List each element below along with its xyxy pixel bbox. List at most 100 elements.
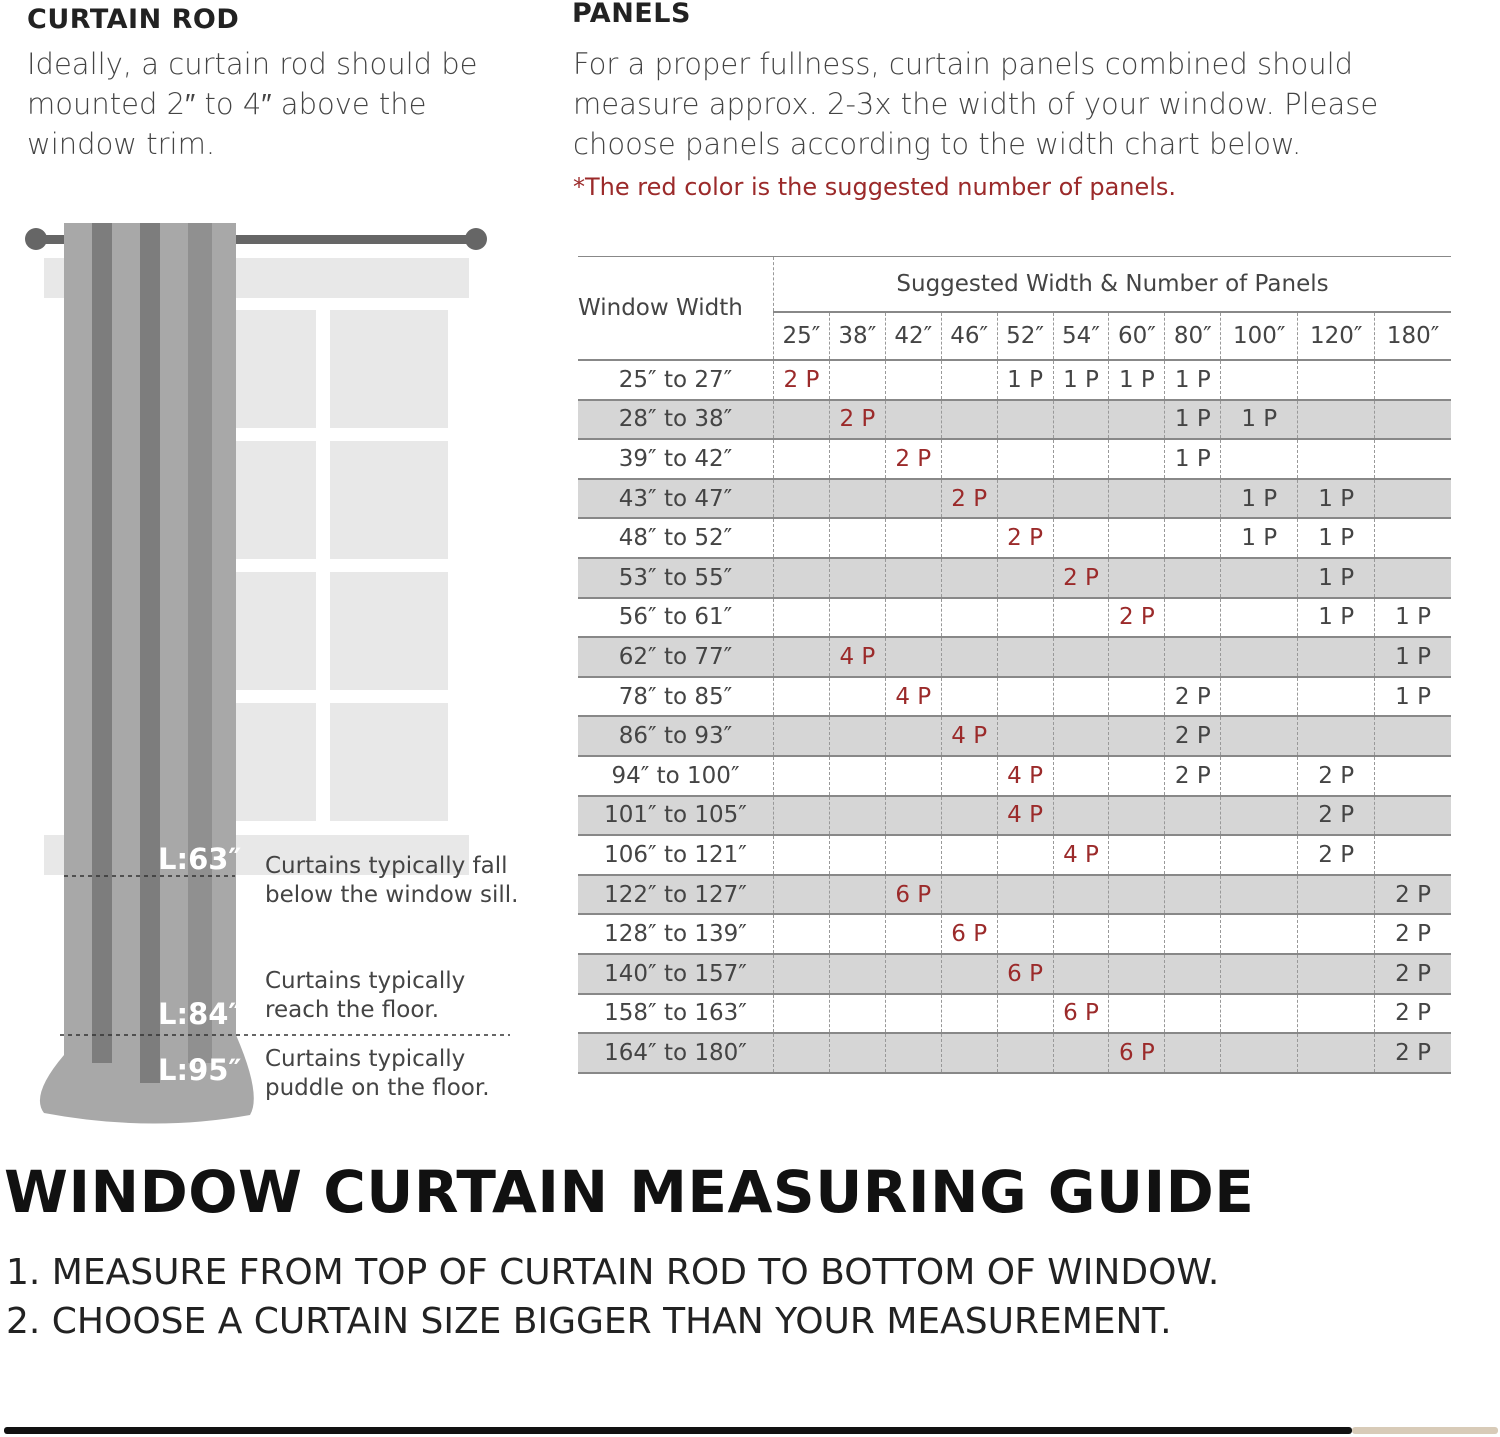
- window-width-header: Window Width: [578, 256, 774, 361]
- panel-cell: [1297, 360, 1375, 401]
- panel-cell: [828, 874, 886, 916]
- panel-cell: [996, 676, 1054, 718]
- panel-cell: [884, 399, 942, 441]
- panel-cell: [773, 637, 830, 678]
- panel-cell: [884, 557, 942, 599]
- panel-cell: 2 P: [1164, 676, 1221, 718]
- panel-cell: [1297, 716, 1375, 757]
- panel-cell: [773, 399, 830, 441]
- panel-cell: [828, 953, 886, 995]
- table-row: 164″ to 180″ 6 P 2 P: [578, 1033, 1451, 1074]
- suggested-panel-cell: 2 P: [773, 360, 830, 401]
- panel-cell: [1297, 993, 1375, 1035]
- panel-cell: [828, 755, 886, 797]
- panel-cell: [1108, 795, 1165, 837]
- suggested-panel-cell: 4 P: [884, 676, 942, 718]
- panel-cell: [940, 518, 998, 559]
- panel-cell: [1164, 874, 1221, 916]
- panel-cell: [1164, 835, 1221, 876]
- panel-cell: [1164, 795, 1221, 837]
- panel-cell: [1052, 1033, 1109, 1074]
- panels-note: *The red color is the suggested number o…: [573, 173, 1177, 201]
- panel-cell: 1 P: [1220, 518, 1298, 559]
- suggested-panel-cell: 2 P: [940, 478, 998, 520]
- window-width-cell: 164″ to 180″: [578, 1033, 774, 1074]
- panel-cell: [1220, 1033, 1298, 1074]
- panel-cell: [996, 716, 1054, 757]
- panel-cell: [1164, 953, 1221, 995]
- table-row: 122″ to 127″ 6 P 2 P: [578, 874, 1451, 916]
- length-label-95: L:95″: [158, 1053, 242, 1087]
- panel-cell: [1108, 874, 1165, 916]
- panel-cell: [1220, 557, 1298, 599]
- panel-cell: [828, 360, 886, 401]
- column-header: 46″: [940, 311, 998, 361]
- panel-cell: [940, 637, 998, 678]
- panel-cell: [1297, 953, 1375, 995]
- length-caption-63: Curtains typically fall below the window…: [265, 853, 519, 908]
- panel-cell: [1220, 835, 1298, 876]
- table-row: 101″ to 105″ 4 P 2 P: [578, 795, 1451, 837]
- panel-cell: [1052, 637, 1109, 678]
- panel-cell: [1052, 716, 1109, 757]
- panel-cell: [1374, 360, 1451, 401]
- length-label-84: L:84″: [158, 997, 242, 1031]
- panel-cell: 1 P: [1297, 478, 1375, 520]
- suggested-panel-cell: 2 P: [1052, 557, 1109, 599]
- panel-cell: 2 P: [1374, 874, 1451, 916]
- panel-cell: [1108, 637, 1165, 678]
- length-caption-84: Curtains typically reach the floor.: [265, 968, 466, 1023]
- panel-cell: [884, 360, 942, 401]
- panel-cell: [1374, 557, 1451, 599]
- window-width-cell: 106″ to 121″: [578, 835, 774, 876]
- column-header: 38″: [828, 311, 886, 361]
- panel-cell: 2 P: [1164, 755, 1221, 797]
- panel-width-table: Window Width Suggested Width & Number of…: [578, 256, 1451, 1074]
- panel-cell: 1 P: [1164, 399, 1221, 441]
- panel-cell: [1220, 914, 1298, 955]
- table-row: 106″ to 121″ 4 P 2 P: [578, 835, 1451, 876]
- panel-cell: [884, 637, 942, 678]
- guide-title: WINDOW CURTAIN MEASURING GUIDE: [4, 1158, 1255, 1226]
- panel-cell: [996, 439, 1054, 480]
- panel-cell: [1108, 914, 1165, 955]
- panel-cell: [773, 557, 830, 599]
- panel-cell: [1108, 716, 1165, 757]
- panel-cell: 2 P: [1297, 795, 1375, 837]
- window-width-cell: 28″ to 38″: [578, 399, 774, 441]
- panel-cell: [884, 597, 942, 639]
- table-row: 39″ to 42″ 2 P 1 P: [578, 439, 1451, 480]
- panel-cell: [828, 439, 886, 480]
- panel-cell: [1052, 399, 1109, 441]
- table-row: 62″ to 77″ 4 P 1 P: [578, 637, 1451, 678]
- suggested-panel-cell: 6 P: [884, 874, 942, 916]
- window-width-cell: 140″ to 157″: [578, 953, 774, 995]
- table-row: 86″ to 93″ 4 P 2 P: [578, 716, 1451, 757]
- panel-cell: 2 P: [1374, 993, 1451, 1035]
- panel-cell: [1164, 914, 1221, 955]
- panel-cell: [996, 478, 1054, 520]
- curtain-icon: [39, 223, 254, 1124]
- panel-cell: [1297, 914, 1375, 955]
- window-width-cell: 128″ to 139″: [578, 914, 774, 955]
- panel-cell: [828, 993, 886, 1035]
- guide-step-2: 2. CHOOSE A CURTAIN SIZE BIGGER THAN YOU…: [6, 1301, 1172, 1342]
- panel-cell: [1108, 835, 1165, 876]
- suggested-panel-cell: 4 P: [1052, 835, 1109, 876]
- panel-cell: [940, 993, 998, 1035]
- panel-cell: [773, 795, 830, 837]
- panel-cell: 1 P: [1220, 399, 1298, 441]
- suggested-panel-cell: 4 P: [996, 755, 1054, 797]
- table-row: 53″ to 55″ 2 P 1 P: [578, 557, 1451, 599]
- table-row: 94″ to 100″ 4 P 2 P 2 P: [578, 755, 1451, 797]
- suggested-panel-cell: 6 P: [1052, 993, 1109, 1035]
- window-width-cell: 25″ to 27″: [578, 360, 774, 401]
- panel-cell: [1220, 953, 1298, 995]
- panel-cell: [884, 478, 942, 520]
- panels-text: For a proper fullness, curtain panels co…: [573, 47, 1379, 161]
- panel-cell: [940, 676, 998, 718]
- panel-cell: [773, 755, 830, 797]
- panel-cell: [940, 360, 998, 401]
- panel-cell: [1220, 993, 1298, 1035]
